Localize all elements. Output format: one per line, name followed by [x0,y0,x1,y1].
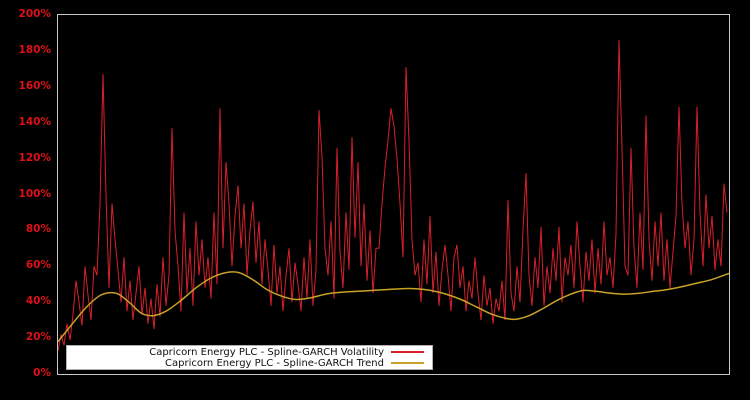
legend-box: Capricorn Energy PLC - Spline-GARCH Vola… [66,345,433,370]
trend-series-line [58,271,729,343]
plot-svg [58,40,729,351]
legend-row-volatility: Capricorn Energy PLC - Spline-GARCH Vola… [67,347,432,358]
plot-area [57,14,730,375]
y-axis-tick-label: 0% [33,367,51,379]
y-axis-tick-label: 120% [18,151,51,164]
y-axis-tick-label: 40% [25,295,51,308]
legend-row-trend: Capricorn Energy PLC - Spline-GARCH Tren… [67,358,432,369]
legend-label-trend: Capricorn Energy PLC - Spline-GARCH Tren… [165,357,384,369]
y-axis-tick-label: 160% [18,79,51,92]
y-axis-tick-label: 80% [25,223,51,236]
y-axis-tick-label: 20% [25,331,51,344]
legend-line-sample-volatility [391,351,424,353]
y-axis-tick-label: 140% [18,115,51,128]
y-axis-tick-label: 180% [18,43,51,56]
y-axis-tick-label: 100% [18,187,51,200]
legend-label-volatility: Capricorn Energy PLC - Spline-GARCH Vola… [149,346,384,358]
volatility-series-line [58,40,728,351]
y-axis-tick-label: 200% [18,8,51,20]
y-axis-tick-label: 60% [25,259,51,272]
legend-line-sample-trend [391,362,424,364]
